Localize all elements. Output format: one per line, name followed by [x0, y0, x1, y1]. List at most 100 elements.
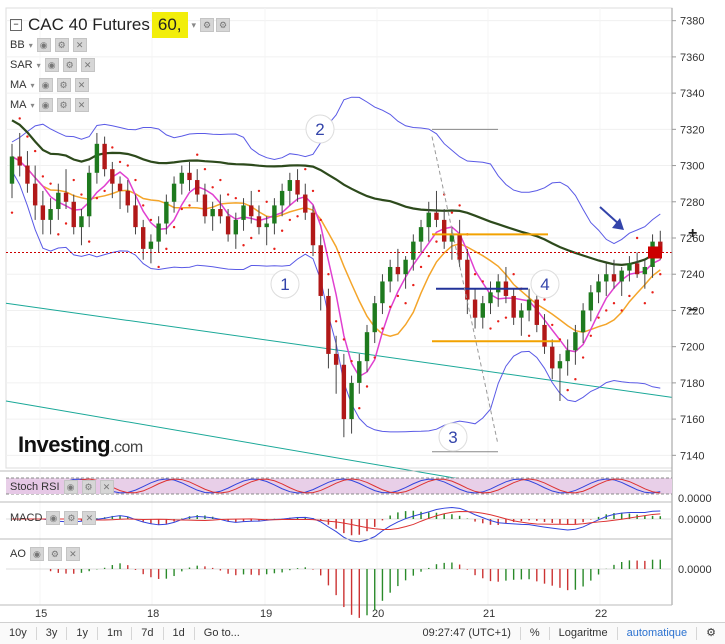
candle-body	[642, 266, 648, 275]
candle-body	[619, 270, 624, 282]
percent-toggle[interactable]: %	[521, 627, 550, 640]
candle-body	[102, 143, 107, 170]
visibility-icon[interactable]: ◉	[38, 98, 53, 112]
ma-long-line	[11, 119, 661, 267]
sar-dot	[149, 218, 153, 222]
candle-body	[117, 183, 123, 191]
range-1y[interactable]: 1y	[67, 627, 98, 640]
sar-dot	[404, 301, 407, 305]
gear-icon[interactable]: ⚙	[216, 18, 231, 32]
range-1d[interactable]: 1d	[164, 627, 195, 640]
visibility-icon[interactable]: ◉	[36, 38, 51, 52]
close-icon[interactable]: ✕	[80, 58, 95, 72]
candle-body	[179, 172, 184, 184]
sar-dot	[589, 334, 593, 337]
settings-icon[interactable]: ⚙	[200, 18, 215, 32]
range-1m[interactable]: 1m	[98, 627, 133, 640]
sar-dot	[558, 338, 562, 341]
x-tick-label: 22	[595, 608, 607, 620]
range-7d[interactable]: 7d	[132, 627, 164, 640]
x-tick-label: 20	[372, 608, 384, 620]
candle-body	[364, 332, 370, 362]
goto-button[interactable]: Go to...	[203, 627, 240, 639]
settings-icon[interactable]: ⚙	[54, 38, 69, 52]
sar-dot	[87, 240, 91, 243]
settings-icon[interactable]: ⚙	[56, 98, 71, 112]
candle-body	[341, 364, 347, 420]
sar-dot	[512, 273, 515, 276]
channel-lower	[5, 400, 513, 489]
candle-body	[411, 241, 416, 260]
annotation-marker	[530, 269, 560, 299]
x-tick-label: 18	[147, 608, 159, 620]
sar-dot	[95, 196, 99, 200]
visibility-icon[interactable]: ◉	[46, 511, 61, 525]
close-icon[interactable]: ✕	[74, 78, 89, 92]
candle-body	[148, 241, 154, 249]
settings-icon[interactable]: ⚙	[47, 547, 62, 561]
sar-dot	[473, 273, 477, 276]
indicator-ma-2[interactable]: MA ▾ ◉ ⚙ ✕	[10, 98, 89, 112]
gear-icon[interactable]: ⚙	[706, 627, 716, 639]
sar-dot	[566, 388, 569, 392]
log-toggle[interactable]: Logaritme	[550, 627, 618, 640]
sar-dot	[358, 407, 361, 410]
settings-icon[interactable]: ⚙	[62, 58, 77, 72]
visibility-icon[interactable]: ◉	[44, 58, 59, 72]
sar-dot	[180, 207, 183, 211]
y-tick-label: 7140	[680, 450, 704, 462]
sar-dot	[612, 301, 616, 305]
collapse-icon[interactable]: −	[10, 19, 22, 31]
indicator-label: SAR	[10, 59, 33, 71]
range-10y[interactable]: 10y	[0, 627, 37, 640]
annotation-label: 1	[280, 275, 289, 294]
pane-label: AO	[10, 548, 26, 560]
candle-body	[156, 223, 161, 242]
sar-dot	[350, 359, 353, 363]
visibility-icon[interactable]: ◉	[29, 547, 44, 561]
dropdown-icon[interactable]: ▾	[36, 60, 41, 70]
indicator-sar[interactable]: SAR ▾ ◉ ⚙ ✕	[10, 58, 95, 72]
candle-body	[542, 324, 547, 347]
close-icon[interactable]: ✕	[65, 547, 80, 561]
sar-dot	[196, 153, 199, 156]
symbol-name[interactable]: CAC 40 Futures	[28, 15, 150, 34]
candle-body	[372, 303, 377, 333]
zoom-out-button[interactable]: −	[688, 302, 698, 319]
close-icon[interactable]: ✕	[99, 480, 114, 494]
indicator-ma-1[interactable]: MA ▾ ◉ ⚙ ✕	[10, 78, 89, 92]
y-tick-label: 7200	[680, 342, 704, 354]
sar-dot	[134, 178, 137, 182]
sar-dot	[327, 273, 330, 276]
interval-label[interactable]: 60,	[151, 12, 188, 38]
candle-body	[17, 156, 22, 166]
candle-body	[48, 209, 53, 220]
auto-scale-toggle[interactable]: automatique	[618, 627, 698, 640]
sar-dot	[435, 240, 438, 243]
zoom-in-button[interactable]: +	[688, 225, 698, 242]
sar-dot	[211, 186, 214, 189]
sar-dot	[635, 236, 639, 240]
visibility-icon[interactable]: ◉	[38, 78, 53, 92]
dropdown-icon[interactable]: ▾	[28, 40, 33, 50]
settings-icon[interactable]: ⚙	[56, 78, 71, 92]
indicator-bb[interactable]: BB ▾ ◉ ⚙ ✕	[10, 38, 87, 52]
close-icon[interactable]: ✕	[82, 511, 97, 525]
brand-suffix: .com	[110, 439, 143, 456]
candle-body	[295, 180, 300, 195]
sar-dot	[80, 193, 83, 196]
dropdown-icon[interactable]: ▾	[191, 19, 197, 30]
y-tick-label: 7180	[680, 378, 704, 390]
sar-dot	[489, 327, 492, 330]
visibility-icon[interactable]: ◉	[63, 480, 78, 494]
settings-icon[interactable]: ⚙	[81, 480, 96, 494]
close-icon[interactable]: ✕	[72, 38, 87, 52]
close-icon[interactable]: ✕	[74, 98, 89, 112]
dropdown-icon[interactable]: ▾	[30, 80, 35, 90]
channel-upper	[5, 302, 673, 398]
dropdown-icon[interactable]: ▾	[30, 100, 35, 110]
range-3y[interactable]: 3y	[37, 627, 68, 640]
settings-icon[interactable]: ⚙	[64, 511, 79, 525]
candle-body	[634, 263, 640, 275]
